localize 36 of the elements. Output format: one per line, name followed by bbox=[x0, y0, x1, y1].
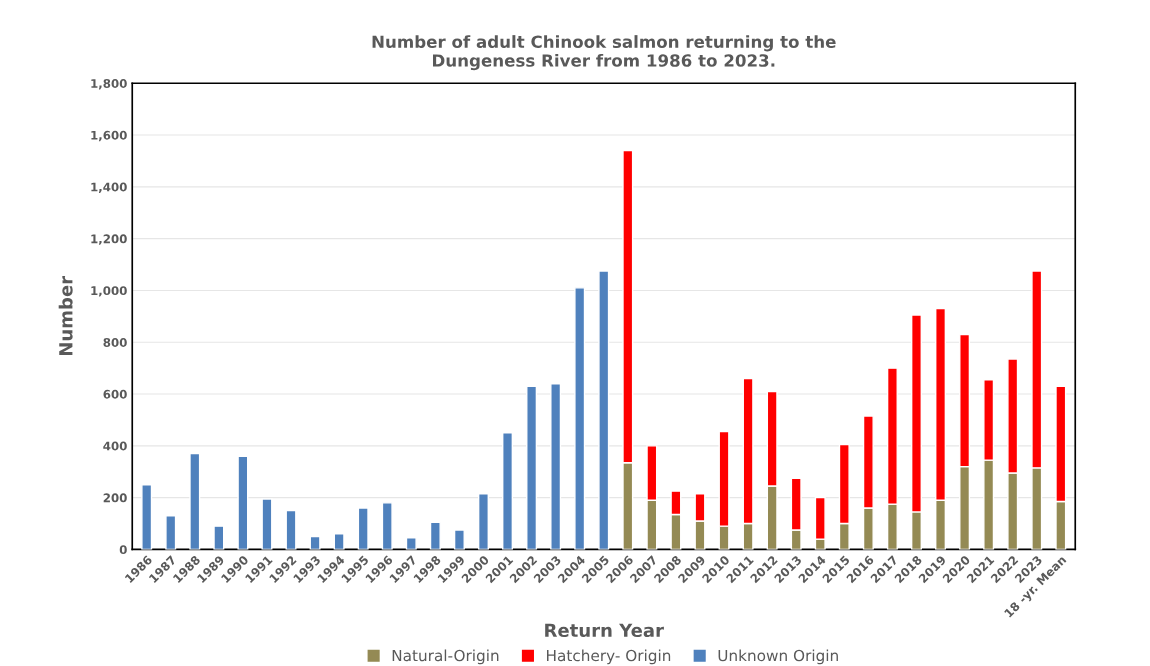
bar bbox=[213, 525, 225, 550]
bar bbox=[189, 452, 201, 550]
bar bbox=[309, 535, 321, 550]
y-tick-label: 400 bbox=[103, 441, 127, 451]
bar bbox=[333, 533, 345, 550]
bar bbox=[237, 455, 249, 550]
legend-label: Hatchery- Origin bbox=[547, 649, 671, 665]
y-axis-title: Number bbox=[58, 275, 73, 356]
bar bbox=[405, 537, 417, 550]
y-tick-label: 1,200 bbox=[91, 234, 127, 245]
x-axis-title: Return Year bbox=[545, 623, 664, 638]
y-tick-label: 1,800 bbox=[91, 78, 127, 90]
bar bbox=[453, 529, 465, 550]
legend-label: Unknown Origin bbox=[718, 649, 838, 665]
y-tick-label: 200 bbox=[103, 493, 127, 503]
y-tick-label: 1,000 bbox=[91, 286, 127, 297]
bar bbox=[357, 507, 369, 550]
y-tick-label: 800 bbox=[103, 337, 127, 347]
bar bbox=[526, 385, 538, 550]
y-tick-label: 1,600 bbox=[91, 130, 127, 142]
bar bbox=[598, 270, 610, 550]
bar bbox=[477, 493, 489, 550]
bar bbox=[550, 382, 562, 550]
legend-label: Natural-Origin bbox=[392, 649, 499, 665]
bar bbox=[141, 484, 153, 550]
chart-title: Number of adult Chinook salmon returning to the Dungeness River from 1986 to 2023. bbox=[372, 35, 836, 71]
bar bbox=[429, 521, 441, 550]
y-tick-label: 600 bbox=[103, 389, 127, 399]
bar bbox=[381, 502, 393, 550]
bar bbox=[574, 287, 586, 550]
bar bbox=[285, 509, 297, 550]
y-tick-label: 1,400 bbox=[91, 182, 127, 194]
y-tick-label: 0 bbox=[119, 545, 127, 555]
bar bbox=[261, 498, 273, 550]
bar bbox=[502, 432, 514, 550]
bar bbox=[165, 515, 177, 550]
